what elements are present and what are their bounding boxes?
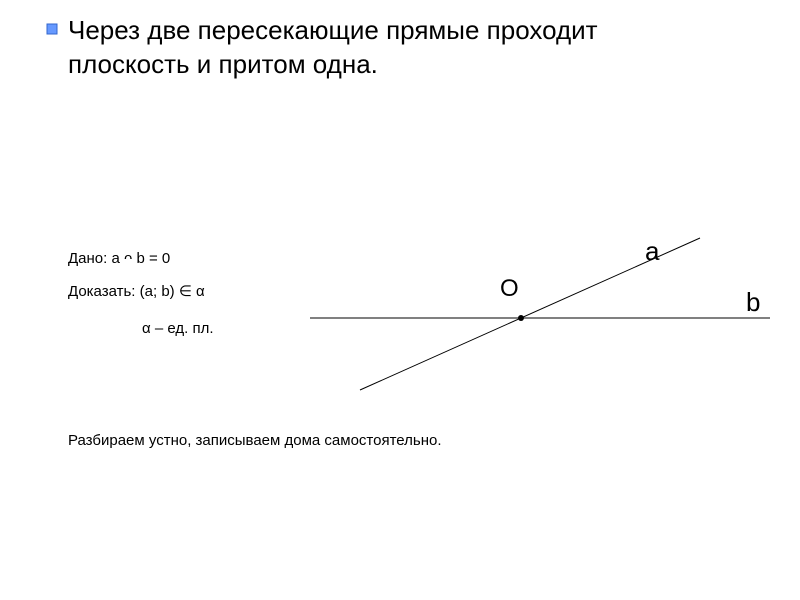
bullet-icon	[46, 22, 58, 34]
page-title: Через две пересекающие прямые проходит п…	[68, 14, 718, 82]
label-a: a	[645, 236, 659, 267]
intersection-point	[518, 315, 524, 321]
unique-plane-text: α – ед. пл.	[142, 320, 214, 337]
instruction-text: Разбираем устно, записываем дома самосто…	[68, 432, 441, 449]
label-b: b	[746, 287, 760, 318]
geometry-diagram: a b О	[300, 210, 780, 430]
prove-text: Доказать: (a; b) ∈ α	[68, 282, 205, 300]
label-o: О	[500, 275, 519, 303]
given-text: Дано: a ᴖ b = 0	[68, 250, 170, 267]
